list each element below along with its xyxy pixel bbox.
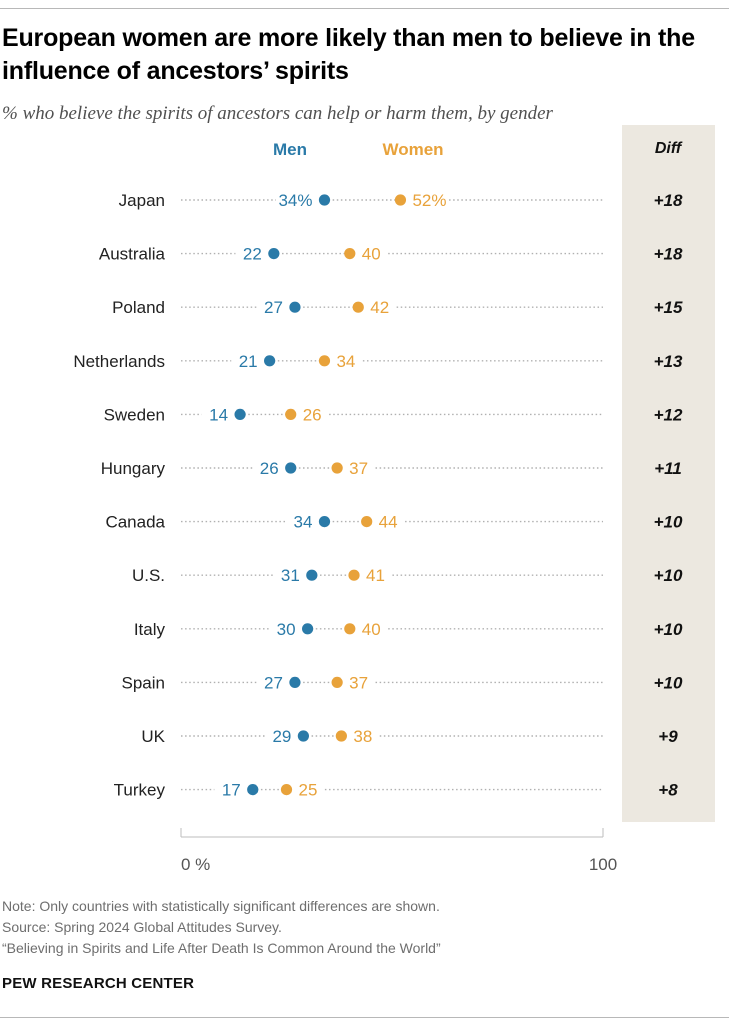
- dot-men: [289, 301, 301, 313]
- diff-value: +10: [654, 620, 683, 639]
- diff-value: +18: [654, 191, 683, 210]
- value-label-men: 27: [264, 673, 283, 692]
- dot-women: [344, 623, 356, 635]
- value-label-men: 34: [294, 513, 313, 532]
- value-label-men: 26: [260, 459, 279, 478]
- dot-men: [302, 623, 314, 635]
- value-label-men: 22: [243, 245, 262, 264]
- category-label: Turkey: [114, 781, 166, 800]
- dot-women: [352, 301, 364, 313]
- category-label: Sweden: [104, 405, 165, 424]
- dot-women: [331, 676, 343, 689]
- dot-men: [306, 569, 318, 581]
- x-tick-label: 100: [589, 855, 617, 874]
- pew-brand: PEW RESEARCH CENTER: [2, 975, 195, 992]
- value-label-men: 30: [277, 620, 296, 639]
- value-label-women: 37: [349, 673, 368, 692]
- chart-title: European women are more likely than men …: [2, 24, 695, 85]
- diff-value: +15: [654, 298, 683, 317]
- value-label-women: 37: [349, 459, 368, 478]
- dot-men: [234, 408, 246, 420]
- category-label: Spain: [122, 673, 165, 692]
- dot-women: [394, 194, 407, 206]
- legend-men: Men: [273, 140, 307, 159]
- category-label: Australia: [99, 245, 166, 264]
- value-label-women: 52%: [412, 191, 446, 210]
- dot-men: [264, 355, 276, 367]
- dot-women: [280, 784, 293, 796]
- dot-women: [285, 408, 297, 420]
- diff-value: +13: [654, 352, 683, 371]
- value-label-women: 42: [370, 298, 389, 317]
- bottom-rule: [0, 1017, 729, 1018]
- value-label-women: 41: [366, 566, 385, 585]
- diff-value: +8: [658, 781, 678, 800]
- diff-value: +18: [654, 245, 683, 264]
- legend-women: Women: [382, 140, 443, 159]
- dot-men: [297, 730, 309, 742]
- category-label: Italy: [134, 620, 166, 639]
- value-label-women: 25: [299, 781, 318, 800]
- dot-plot-chart: Diff Men Women Japan 34% 52% +18 Australia 22 40 +…: [73, 125, 715, 874]
- chart-subtitle: % who believe the spirits of ancestors c…: [2, 103, 553, 124]
- value-label-men: 27: [264, 298, 283, 317]
- dot-men: [247, 784, 259, 796]
- category-label: Hungary: [101, 459, 166, 478]
- category-label: UK: [141, 727, 165, 746]
- dot-women: [344, 248, 356, 260]
- diff-value: +9: [658, 727, 678, 746]
- diff-value: +12: [654, 405, 683, 424]
- dot-women: [361, 516, 373, 528]
- dot-women: [318, 355, 331, 367]
- value-label-women: 40: [362, 245, 381, 264]
- dot-men: [318, 516, 331, 528]
- category-label: Japan: [119, 191, 165, 210]
- dot-men: [285, 462, 297, 474]
- value-label-men: 31: [281, 566, 300, 585]
- diff-value: +10: [654, 513, 683, 532]
- dot-men: [289, 676, 301, 689]
- value-label-women: 38: [353, 727, 372, 746]
- category-label: U.S.: [132, 566, 165, 585]
- category-label: Canada: [105, 513, 165, 532]
- value-label-men: 14: [209, 405, 228, 424]
- dot-men: [268, 248, 280, 260]
- diff-value: +11: [654, 459, 682, 478]
- value-label-men: 34%: [278, 191, 312, 210]
- value-label-men: 17: [222, 781, 241, 800]
- value-label-men: 21: [239, 352, 258, 371]
- diff-header: Diff: [655, 140, 683, 157]
- top-rule: [0, 8, 729, 9]
- diff-value: +10: [654, 566, 683, 585]
- note-text: Note: Only countries with statistically …: [2, 898, 440, 914]
- value-label-women: 44: [379, 513, 398, 532]
- report-text: “Believing in Spirits and Life After Dea…: [2, 940, 441, 956]
- value-label-women: 26: [303, 405, 322, 424]
- value-label-women: 34: [336, 352, 355, 371]
- dot-women: [331, 462, 343, 474]
- value-label-men: 29: [272, 727, 291, 746]
- category-label: Poland: [112, 298, 165, 317]
- value-label-women: 40: [362, 620, 381, 639]
- x-tick-label: 0 %: [181, 855, 210, 874]
- diff-value: +10: [654, 673, 683, 692]
- dot-women: [335, 730, 347, 742]
- source-text: Source: Spring 2024 Global Attitudes Sur…: [2, 919, 282, 935]
- dot-women: [348, 569, 360, 581]
- dot-men: [318, 194, 331, 206]
- diff-panel: [622, 125, 715, 822]
- chart-notes: Note: Only countries with statistically …: [2, 896, 722, 959]
- category-label: Netherlands: [73, 352, 165, 371]
